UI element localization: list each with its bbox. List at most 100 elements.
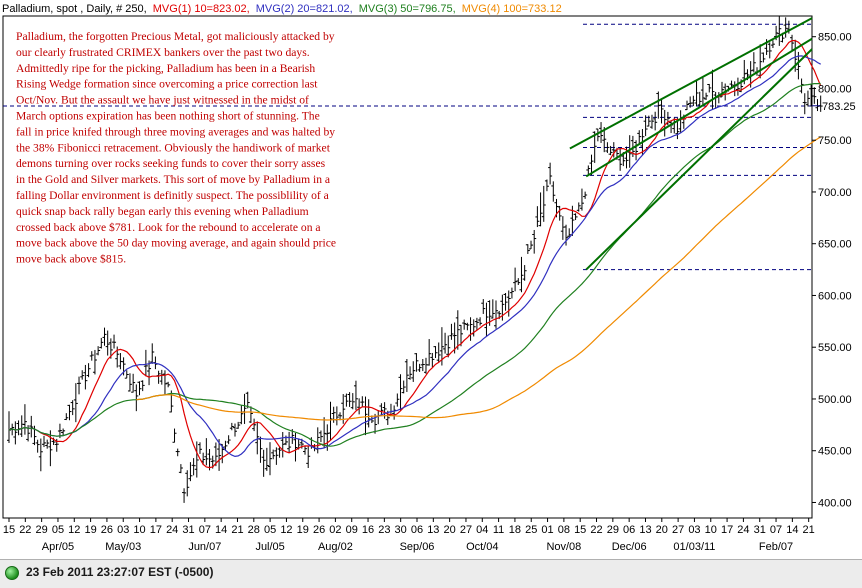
price-bar [417,363,422,372]
price-bar [42,435,47,448]
price-bar [83,364,88,390]
price-bar [544,179,549,192]
price-bar [790,34,795,51]
price-bar [188,462,193,482]
price-bar [156,370,161,384]
mvg2-line [8,55,821,458]
x-month-label: Nov/08 [546,541,581,553]
connection-status-icon [5,566,19,580]
status-timestamp: 23 Feb 2011 23:27:07 EST (-0500) [26,565,214,579]
price-bar [602,126,607,153]
x-tick-label: 04 [476,524,488,536]
price-bar [29,415,34,438]
y-tick-label: 600.00 [818,290,852,302]
x-month-label: Aug/02 [318,541,353,553]
price-bar [13,421,18,445]
price-bar [16,420,21,436]
x-tick-label: 12 [280,524,292,536]
header-mvg4: MVG(4) 100=733.12 [462,3,562,15]
price-bar [178,464,183,474]
x-tick-label: 05 [264,524,276,536]
price-bar [513,267,518,292]
price-bar [678,110,683,134]
price-bar [608,145,613,156]
x-tick-label: 24 [737,524,749,536]
price-bar [366,399,371,428]
wedge-trend-line [585,48,813,271]
price-bar [758,44,763,79]
price-bar [45,439,50,449]
annotation-text: Palladium, the forgotten Precious Metal,… [16,30,336,266]
annotation-line: the 38% Fibonicci retracement. Obviously… [16,141,331,154]
price-bar [236,421,241,429]
price-bar [48,430,53,467]
price-bar [560,216,565,240]
price-bar [252,418,257,432]
price-bar [458,324,463,347]
x-tick-label: 07 [199,524,211,536]
price-bar [19,415,24,437]
wedge-trend-line [569,17,813,150]
price-bar [414,353,419,372]
price-bar [433,346,438,359]
price-bar [538,192,543,227]
x-month-label: Jul/05 [255,541,284,553]
x-tick-label: 30 [395,524,407,536]
price-bar [589,154,594,176]
x-tick-label: 01 [541,524,553,536]
status-bar: 23 Feb 2011 23:27:07 EST (-0500) [0,559,862,588]
x-tick-label: 25 [525,524,537,536]
price-bar [96,346,101,356]
x-tick-label: 07 [770,524,782,536]
price-bar [659,98,664,124]
x-tick-label: 18 [509,524,521,536]
price-bar [398,374,403,411]
price-bar [392,405,397,420]
price-bar [7,411,11,444]
price-bar [519,256,524,293]
price-bar [280,432,285,458]
price-bar [67,404,72,421]
price-bar [64,413,69,421]
price-bar [783,17,788,38]
x-tick-label: 20 [656,524,668,536]
x-tick-label: 10 [705,524,717,536]
x-tick-label: 26 [101,524,113,536]
last-price-label: 783.25 [822,101,856,113]
price-bar [404,359,409,392]
price-bar [86,363,91,378]
price-bar [226,435,231,445]
price-bar [656,91,661,119]
x-tick-label: 28 [248,524,260,536]
price-bar [490,299,495,319]
price-bar [105,330,110,356]
price-bar [761,52,766,63]
price-bar [395,393,400,407]
price-bar [229,422,234,431]
price-bar [131,373,136,393]
price-bar [484,302,489,336]
price-bar [710,69,715,110]
price-bar [140,380,145,392]
price-bar [347,392,352,407]
annotation-line: March options expiration has been nothin… [16,110,320,123]
header-mvg3: MVG(3) 50=796.75, [359,3,456,15]
price-bar [357,398,362,415]
annotation-line: move back above the 50 day moving averag… [16,237,336,250]
price-bar [248,406,253,424]
price-bar [169,390,174,413]
price-bar [777,16,782,46]
price-bar [264,447,269,471]
x-tick-label: 27 [672,524,684,536]
price-bar [707,83,712,93]
price-bar [605,142,610,153]
price-bar [99,337,104,349]
price-bar [232,423,237,437]
price-bar [509,287,514,299]
price-bar [303,445,308,455]
price-bar [694,80,699,106]
price-bar [532,229,537,254]
price-bar [579,188,584,211]
price-bar [449,323,454,340]
